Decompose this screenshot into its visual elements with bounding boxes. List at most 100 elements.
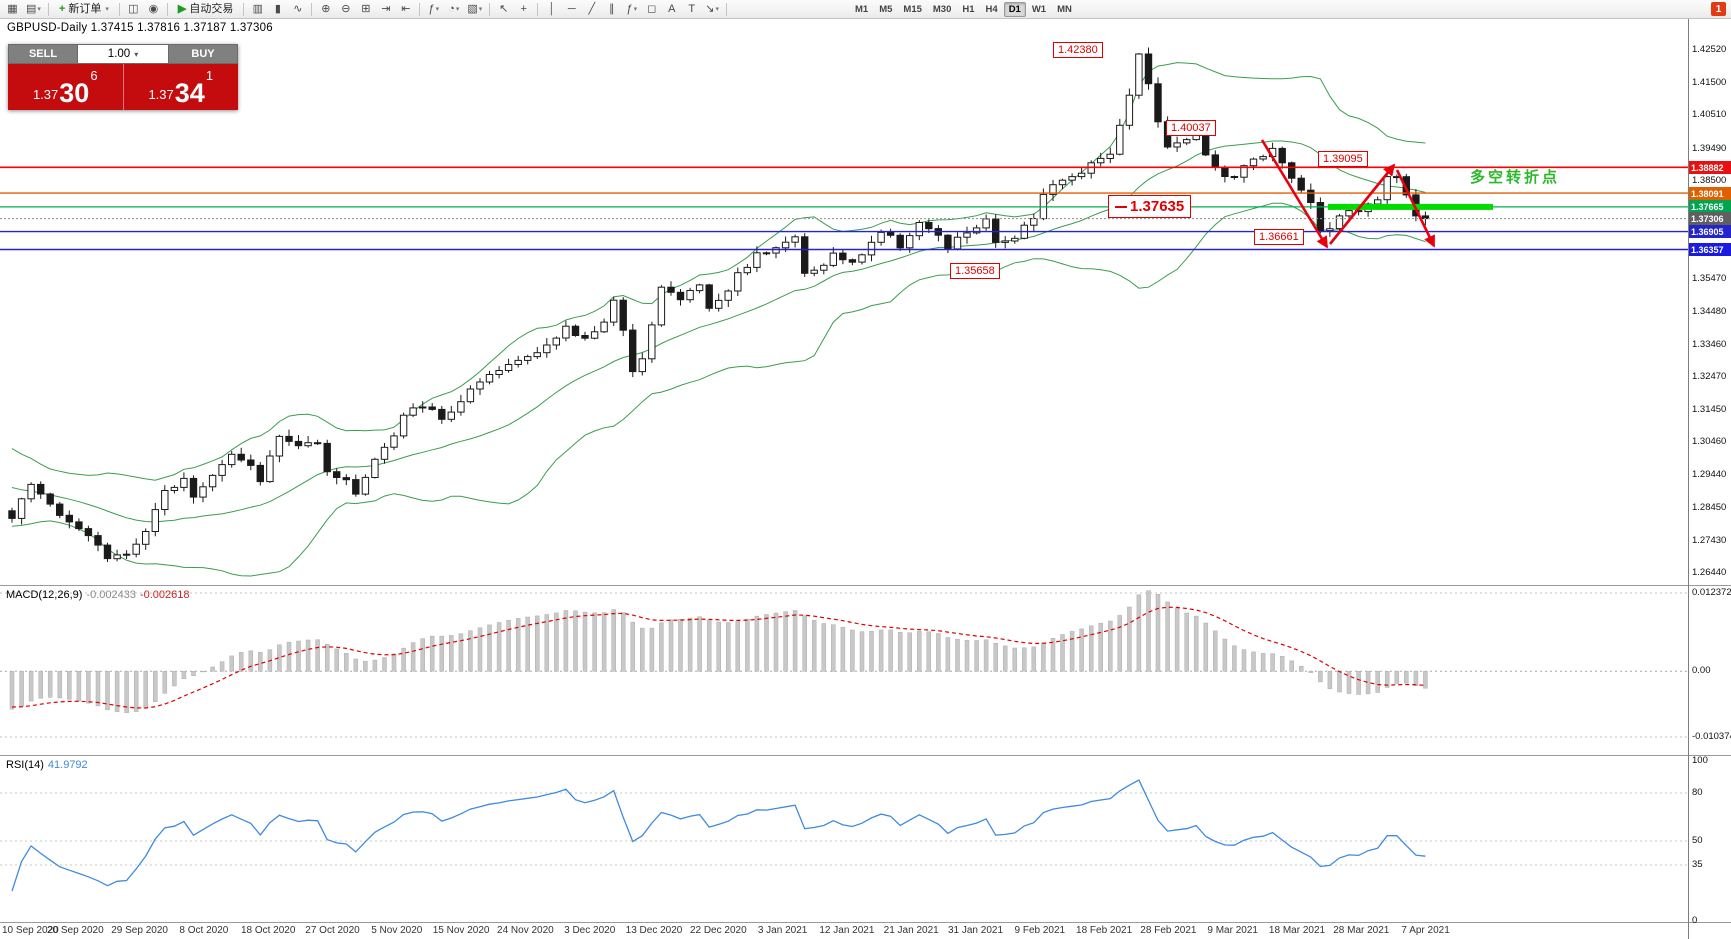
date-tick-label: 20 Sep 2020: [46, 925, 104, 936]
buy-button[interactable]: BUY: [168, 44, 238, 64]
rsi-panel[interactable]: RSI(14) 41.9792: [0, 755, 1688, 922]
new-order-button[interactable]: + 新订单 ▾: [53, 1, 115, 17]
date-tick-label: 5 Nov 2020: [371, 925, 423, 936]
price-level-badge: 1.36905: [1689, 225, 1731, 238]
line-chart-icon[interactable]: ∿: [288, 1, 307, 17]
price-scale[interactable]: 1.42520 1.41500 1.40510 1.39490 1.38500 1.354…: [1688, 19, 1731, 939]
arrows-tool-icon: ↘: [705, 2, 715, 15]
price-callout[interactable]: 1.35658: [950, 263, 1000, 279]
bar-chart-icon[interactable]: ▥: [248, 1, 267, 17]
timeframe-M1[interactable]: M1: [855, 3, 869, 15]
buy-price[interactable]: 1.37 34 1: [148, 68, 214, 109]
shapes-icon[interactable]: ◻: [642, 1, 661, 17]
one-click-trade-panel: SELL 1.00 ▾ BUY 1.37 30 6 1.37 34 1: [8, 44, 238, 110]
date-tick-label: 13 Dec 2020: [625, 925, 683, 936]
date-tick-label: 28 Feb 2021: [1140, 925, 1197, 936]
new-chart-icon: ▦: [7, 2, 18, 15]
zoom-in-icon[interactable]: ⊕: [316, 1, 335, 17]
channel-icon[interactable]: ∥: [602, 1, 621, 17]
timeframe-MN[interactable]: MN: [1057, 3, 1072, 15]
text-icon[interactable]: A: [662, 1, 681, 17]
price-chart-canvas[interactable]: [0, 19, 1688, 585]
candlestick-chart-icon: ▮: [274, 2, 281, 15]
date-tick-label: 22 Dec 2020: [689, 925, 747, 936]
toolbar-separator: [537, 2, 539, 16]
rsi-canvas[interactable]: [0, 756, 1688, 922]
chart-window-icon: ◫: [128, 2, 139, 15]
volume-value: 1.00: [107, 48, 131, 60]
arrows-tool-icon[interactable]: ↘ ▾: [702, 1, 722, 17]
timeframe-M15[interactable]: M15: [903, 3, 922, 15]
turning-point-annotation[interactable]: 多空转折点: [1470, 169, 1561, 186]
macd-signal-value: -0.002618: [139, 589, 190, 601]
fibonacci-icon[interactable]: ƒ ▾: [622, 1, 641, 17]
fibonacci-icon: ƒ: [626, 2, 633, 15]
time-axis[interactable]: 10 Sep 2020 20 Sep 2020 29 Sep 2020 8 Oct 2…: [0, 922, 1688, 939]
trade-panel-divider: [122, 64, 124, 110]
price-level-badge: 1.36357: [1689, 243, 1731, 256]
price-tick-label: 1.26440: [1692, 567, 1727, 578]
auto-scroll-icon[interactable]: ⇥: [376, 1, 395, 17]
rsi-scale-label: 50: [1692, 835, 1703, 846]
cursor-icon[interactable]: ↖: [494, 1, 513, 17]
timeframe-H4[interactable]: H4: [985, 3, 998, 15]
sell-price[interactable]: 1.37 30 6: [32, 68, 98, 109]
timeframe-M30[interactable]: M30: [932, 3, 952, 15]
price-callout[interactable]: 1.37635: [1108, 195, 1192, 218]
macd-main-value: -0.002433: [86, 589, 136, 601]
timeframe-D1[interactable]: D1: [1003, 1, 1026, 17]
price-tick-label: 1.28450: [1692, 502, 1727, 513]
periods-icon: ◔: [448, 2, 455, 15]
timeframe-M5[interactable]: M5: [879, 3, 893, 15]
price-tick-label: 1.30460: [1692, 436, 1727, 447]
chart-shift-icon[interactable]: ⇤: [396, 1, 415, 17]
rsi-scale-label: 80: [1692, 787, 1703, 798]
alerts-icon[interactable]: ◉: [144, 1, 163, 17]
chart-window-icon[interactable]: ◫: [124, 1, 143, 17]
zoom-out-icon[interactable]: ⊖: [336, 1, 355, 17]
new-chart-icon[interactable]: ▦: [3, 1, 22, 17]
tile-windows-icon: ⊞: [361, 2, 371, 15]
timeframe-W1[interactable]: W1: [1031, 3, 1047, 15]
periods-icon[interactable]: ◔ ▾: [444, 1, 463, 17]
main-chart-panel[interactable]: GBPUSD-Daily 1.37415 1.37816 1.37187 1.3…: [0, 19, 1688, 585]
templates-icon: ▧: [467, 2, 478, 15]
price-tick-label: 1.41500: [1692, 77, 1727, 88]
label-icon[interactable]: T: [682, 1, 701, 17]
price-tick-label: 1.38500: [1692, 175, 1727, 186]
price-callout[interactable]: 1.39095: [1318, 151, 1368, 167]
zoom-in-icon: ⊕: [321, 2, 331, 15]
indicators-icon[interactable]: ƒ ▾: [424, 1, 443, 17]
crosshair-icon[interactable]: +: [514, 1, 533, 17]
macd-panel[interactable]: MACD(12,26,9) -0.002433 -0.002618: [0, 585, 1688, 755]
trendline-icon[interactable]: ╱: [582, 1, 601, 17]
macd-label: MACD(12,26,9) -0.002433 -0.002618: [6, 589, 190, 601]
date-tick-label: 15 Nov 2020: [432, 925, 490, 936]
autotrade-button[interactable]: ▶ 自动交易: [172, 1, 239, 17]
templates-icon[interactable]: ▧ ▾: [464, 1, 485, 17]
date-tick-label: 9 Feb 2021: [1014, 925, 1066, 936]
rsi-scale-label: 35: [1692, 859, 1703, 870]
horizontal-line-icon[interactable]: ─: [562, 1, 581, 17]
vertical-line-icon[interactable]: │: [542, 1, 561, 17]
tile-windows-icon[interactable]: ⊞: [356, 1, 375, 17]
volume-input[interactable]: 1.00 ▾: [78, 44, 168, 64]
candlestick-chart-icon[interactable]: ▮: [268, 1, 287, 17]
price-callout[interactable]: 1.40037: [1166, 120, 1216, 136]
timeframe-H1[interactable]: H1: [962, 3, 975, 15]
volume-dropdown-arrow-icon[interactable]: ▾: [134, 49, 139, 59]
macd-scale-label: -0.010374: [1692, 731, 1731, 742]
price-callout-text: 1.35658: [955, 265, 995, 277]
channel-icon: ∥: [609, 2, 615, 15]
price-callout[interactable]: 1.42380: [1053, 42, 1103, 58]
macd-canvas[interactable]: [0, 586, 1688, 755]
profiles-icon[interactable]: ▤ ▾: [23, 1, 44, 17]
notifications-badge[interactable]: 1: [1711, 2, 1726, 16]
sell-button[interactable]: SELL: [8, 44, 78, 64]
dropdown-arrow-icon: ▾: [455, 5, 460, 13]
date-tick-label: 18 Oct 2020: [240, 925, 296, 936]
toolbar-separator: [419, 2, 421, 16]
dropdown-arrow-icon: ▾: [715, 5, 719, 13]
price-callout[interactable]: 1.36661: [1254, 229, 1304, 245]
date-tick-label: 29 Sep 2020: [111, 925, 168, 936]
